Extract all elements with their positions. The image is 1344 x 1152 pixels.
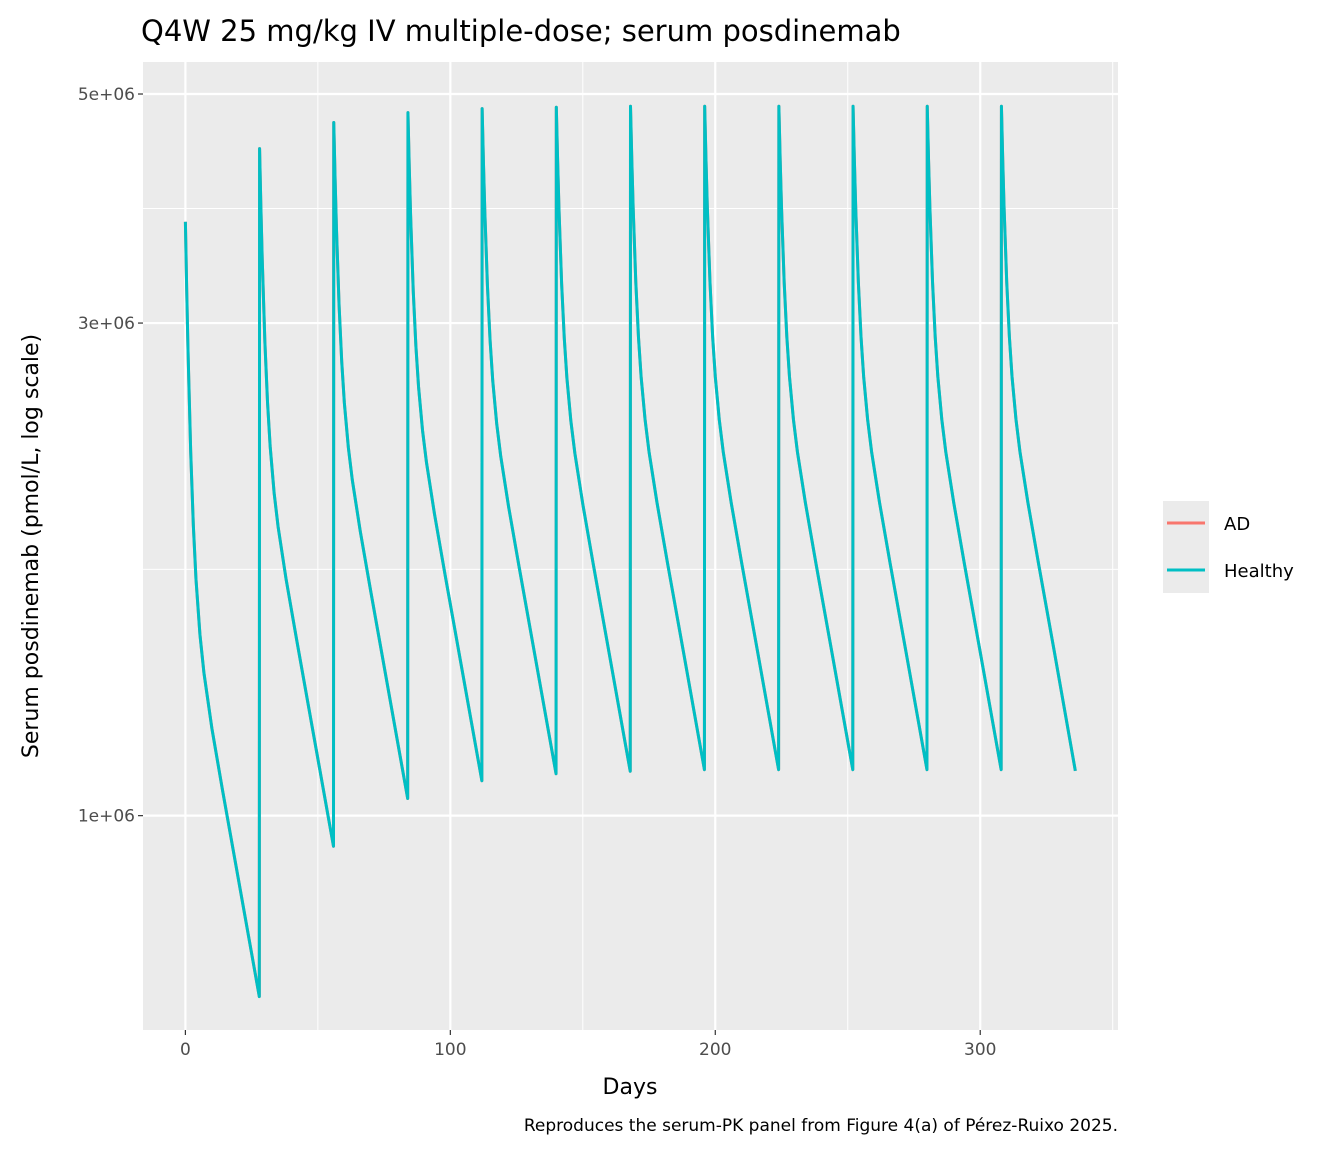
y-tick-label: 5e+06 (78, 85, 135, 105)
gridlines (143, 62, 1118, 1030)
x-axis-label: Days (603, 1075, 658, 1100)
axes: 1e+06 3e+06 5e+06 0 100 200 300 (78, 85, 997, 1060)
x-tick-label: 100 (434, 1040, 466, 1060)
series-lines (183, 104, 1077, 999)
y-tick-label: 3e+06 (78, 314, 135, 334)
caption: Reproduces the serum-PK panel from Figur… (524, 1116, 1118, 1136)
legend-label-healthy: Healthy (1224, 561, 1294, 582)
y-tick-label: 1e+06 (78, 807, 135, 827)
x-tick-label: 0 (180, 1040, 191, 1060)
legend: AD Healthy (1163, 501, 1294, 593)
x-tick-label: 300 (964, 1040, 996, 1060)
y-axis-label: Serum posdinemab (pmol/L, log scale) (19, 334, 44, 758)
x-tick-label: 200 (699, 1040, 731, 1060)
series-line-healthy (183, 104, 1077, 999)
chart-title: Q4W 25 mg/kg IV multiple-dose; serum pos… (141, 14, 901, 48)
legend-key-background (1163, 501, 1209, 593)
legend-label-ad: AD (1224, 514, 1250, 535)
